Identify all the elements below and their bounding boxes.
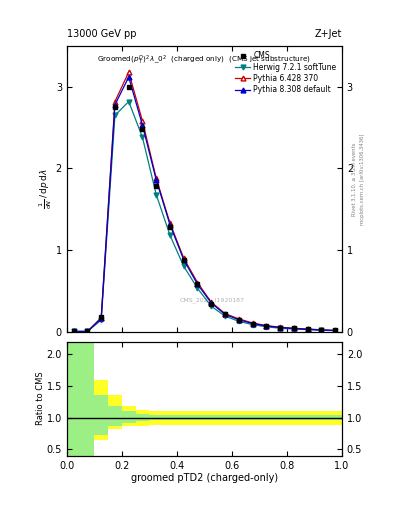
Pythia 8.308 default bbox=[222, 311, 227, 317]
Herwig 7.2.1 softTune bbox=[333, 328, 338, 334]
Y-axis label: $\frac{1}{\mathrm{d}N}\,/\,\mathrm{d}p\,\mathrm{d}\lambda$: $\frac{1}{\mathrm{d}N}\,/\,\mathrm{d}p\,… bbox=[38, 168, 54, 209]
CMS bbox=[154, 183, 159, 189]
Pythia 6.428 370 bbox=[140, 118, 145, 124]
Text: Groomed$(p_T^D)^2\,\lambda\_0^2$  (charged only)  (CMS jet substructure): Groomed$(p_T^D)^2\,\lambda\_0^2$ (charge… bbox=[97, 53, 311, 67]
Pythia 8.308 default bbox=[85, 328, 90, 334]
CMS bbox=[140, 126, 145, 132]
Pythia 6.428 370 bbox=[85, 328, 90, 334]
Line: Herwig 7.2.1 softTune: Herwig 7.2.1 softTune bbox=[71, 99, 338, 334]
Pythia 6.428 370 bbox=[250, 320, 255, 326]
Herwig 7.2.1 softTune bbox=[292, 326, 296, 332]
Pythia 8.308 default bbox=[154, 177, 159, 183]
CMS bbox=[72, 328, 76, 334]
Text: Rivet 3.1.10, ≥ 3.2M events: Rivet 3.1.10, ≥ 3.2M events bbox=[352, 142, 357, 216]
Pythia 6.428 370 bbox=[292, 325, 296, 331]
X-axis label: groomed pTD2 (charged-only): groomed pTD2 (charged-only) bbox=[131, 473, 278, 483]
CMS bbox=[209, 301, 214, 307]
Line: Pythia 6.428 370: Pythia 6.428 370 bbox=[71, 70, 338, 334]
Pythia 8.308 default bbox=[113, 102, 118, 108]
Pythia 8.308 default bbox=[127, 74, 131, 80]
Pythia 8.308 default bbox=[140, 122, 145, 129]
Pythia 8.308 default bbox=[333, 328, 338, 334]
Pythia 6.428 370 bbox=[264, 323, 269, 329]
Pythia 6.428 370 bbox=[209, 299, 214, 305]
Pythia 8.308 default bbox=[292, 326, 296, 332]
CMS bbox=[250, 321, 255, 327]
Herwig 7.2.1 softTune bbox=[168, 232, 173, 239]
CMS bbox=[319, 327, 324, 333]
Herwig 7.2.1 softTune bbox=[209, 303, 214, 309]
Pythia 6.428 370 bbox=[237, 316, 241, 322]
Herwig 7.2.1 softTune bbox=[99, 317, 104, 323]
Pythia 6.428 370 bbox=[127, 69, 131, 75]
Herwig 7.2.1 softTune bbox=[237, 318, 241, 325]
CMS bbox=[305, 326, 310, 332]
Pythia 8.308 default bbox=[278, 325, 283, 331]
Herwig 7.2.1 softTune bbox=[264, 324, 269, 330]
Text: mcplots.cern.ch [arXiv:1306.3436]: mcplots.cern.ch [arXiv:1306.3436] bbox=[360, 134, 365, 225]
Herwig 7.2.1 softTune bbox=[72, 328, 76, 334]
Text: Z+Jet: Z+Jet bbox=[314, 29, 342, 39]
Pythia 8.308 default bbox=[72, 328, 76, 334]
Pythia 6.428 370 bbox=[278, 324, 283, 330]
Y-axis label: Ratio to CMS: Ratio to CMS bbox=[36, 372, 45, 425]
Pythia 6.428 370 bbox=[333, 327, 338, 333]
Herwig 7.2.1 softTune bbox=[85, 328, 90, 334]
Pythia 6.428 370 bbox=[195, 280, 200, 286]
Pythia 8.308 default bbox=[250, 321, 255, 327]
CMS bbox=[168, 224, 173, 230]
CMS bbox=[333, 327, 338, 333]
Pythia 6.428 370 bbox=[168, 220, 173, 226]
Herwig 7.2.1 softTune bbox=[182, 263, 186, 269]
Pythia 8.308 default bbox=[237, 316, 241, 323]
Herwig 7.2.1 softTune bbox=[113, 112, 118, 118]
Pythia 8.308 default bbox=[264, 323, 269, 329]
Text: 13000 GeV pp: 13000 GeV pp bbox=[67, 29, 136, 39]
CMS bbox=[278, 325, 283, 331]
Pythia 6.428 370 bbox=[154, 175, 159, 181]
Herwig 7.2.1 softTune bbox=[127, 98, 131, 104]
Pythia 8.308 default bbox=[209, 300, 214, 306]
Pythia 6.428 370 bbox=[222, 310, 227, 316]
Herwig 7.2.1 softTune bbox=[250, 322, 255, 328]
Text: CMS_2021_I1920187: CMS_2021_I1920187 bbox=[180, 297, 245, 303]
Pythia 8.308 default bbox=[168, 222, 173, 228]
Herwig 7.2.1 softTune bbox=[195, 285, 200, 291]
CMS bbox=[99, 314, 104, 320]
CMS bbox=[182, 257, 186, 263]
Line: CMS: CMS bbox=[72, 85, 337, 333]
Legend: CMS, Herwig 7.2.1 softTune, Pythia 6.428 370, Pythia 8.308 default: CMS, Herwig 7.2.1 softTune, Pythia 6.428… bbox=[233, 50, 338, 96]
Pythia 8.308 default bbox=[195, 281, 200, 287]
CMS bbox=[222, 311, 227, 317]
Herwig 7.2.1 softTune bbox=[278, 325, 283, 331]
CMS bbox=[113, 104, 118, 110]
Pythia 6.428 370 bbox=[99, 314, 104, 321]
Line: Pythia 8.308 default: Pythia 8.308 default bbox=[71, 75, 338, 334]
Pythia 8.308 default bbox=[305, 326, 310, 332]
CMS bbox=[195, 281, 200, 287]
Pythia 6.428 370 bbox=[182, 255, 186, 261]
Pythia 8.308 default bbox=[319, 327, 324, 333]
Herwig 7.2.1 softTune bbox=[154, 191, 159, 198]
Pythia 6.428 370 bbox=[319, 327, 324, 333]
Pythia 6.428 370 bbox=[113, 98, 118, 104]
Herwig 7.2.1 softTune bbox=[140, 134, 145, 140]
Herwig 7.2.1 softTune bbox=[319, 327, 324, 333]
Pythia 6.428 370 bbox=[305, 326, 310, 332]
Pythia 8.308 default bbox=[99, 315, 104, 322]
Herwig 7.2.1 softTune bbox=[222, 313, 227, 319]
CMS bbox=[292, 326, 296, 332]
Pythia 6.428 370 bbox=[72, 328, 76, 334]
CMS bbox=[264, 323, 269, 329]
CMS bbox=[85, 328, 90, 334]
CMS bbox=[127, 84, 131, 90]
Pythia 8.308 default bbox=[182, 257, 186, 263]
Herwig 7.2.1 softTune bbox=[305, 327, 310, 333]
CMS bbox=[237, 317, 241, 323]
